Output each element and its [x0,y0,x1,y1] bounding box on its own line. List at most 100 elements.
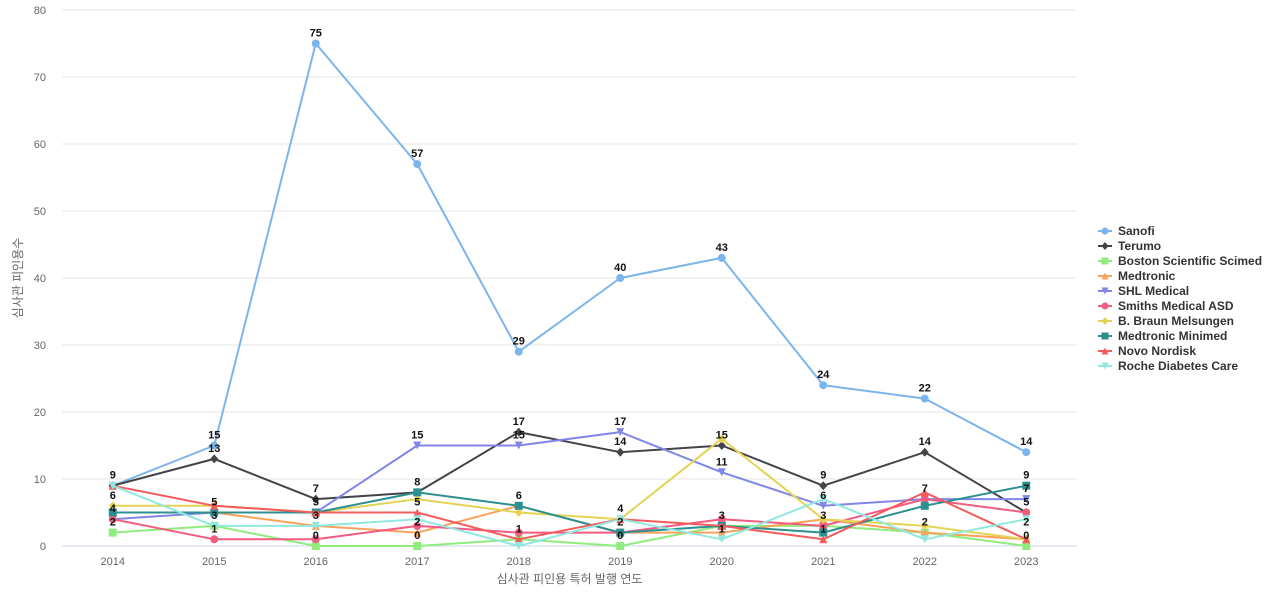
series-line-terumo [112,431,1027,514]
data-label-sanofi-2019: 40 [614,262,626,274]
data-label-b-braun-melsungen-2019: 4 [617,503,624,515]
legend-label-boston-scientific-scimed: Boston Scientific Scimed [1118,254,1262,268]
legend-item-sanofi: Sanofi [1098,224,1155,238]
data-label-shl-medical-2020: 11 [716,456,728,468]
x-tick-label-2023: 2023 [1014,556,1038,568]
data-label-shl-medical-2014: 4 [110,503,117,515]
series-roche-diabetes-care [108,481,1031,550]
legend-item-boston-scientific-scimed: Boston Scientific Scimed [1098,254,1262,268]
x-tick-label-2017: 2017 [405,556,429,568]
legend-item-smiths-medical-asd: Smiths Medical ASD [1098,299,1234,313]
y-tick-label-0: 0 [40,541,46,553]
data-point-novo-nordisk-2017 [413,508,422,517]
x-tick-label-2022: 2022 [913,556,937,568]
data-label-shl-medical-2021: 6 [820,490,826,502]
data-label-sanofi-2015: 15 [208,430,220,442]
data-label-b-braun-melsungen-2014: 6 [110,490,116,502]
data-point-smiths-medical-asd-2014 [108,515,117,524]
legend-item-shl-medical: SHL Medical [1098,284,1189,298]
data-label-terumo-2018: 17 [513,416,525,428]
data-point-b-braun-melsungen-2014 [108,501,117,511]
data-label-sanofi-2021: 24 [817,369,830,381]
data-point-sanofi-2018 [514,347,523,356]
data-label-terumo-2016: 7 [313,483,319,495]
data-point-medtronic-minimed-2022 [920,501,929,510]
series-line-shl-medical [112,431,1027,521]
data-label-sanofi-2014: 9 [110,470,116,482]
y-tick-label-20: 20 [34,407,46,419]
data-point-smiths-medical-asd-2020 [717,515,726,524]
series-terumo [108,427,1031,517]
data-label-medtronic-2016: 3 [313,510,319,522]
data-label-novo-nordisk-2023: 0 [1023,530,1029,542]
data-label-medtronic-minimed-2015: 3 [211,510,217,522]
data-point-b-braun-melsungen-2017 [413,494,422,504]
data-point-medtronic-minimed-2023 [1022,481,1031,490]
data-label-smiths-medical-asd-2021: 3 [820,510,826,522]
data-label-medtronic-minimed-2019: 2 [617,517,623,529]
data-point-roche-diabetes-care-2018 [514,542,523,550]
data-label-terumo-2022: 14 [919,436,932,448]
data-label-sanofi-2020: 43 [716,242,728,254]
data-point-roche-diabetes-care-2017 [413,515,422,524]
data-label-terumo-2019: 14 [614,436,627,448]
data-point-novo-nordisk-2021 [819,535,828,544]
data-point-shl-medical-2021 [819,501,828,510]
y-tick-label-60: 60 [34,139,46,151]
data-label-medtronic-minimed-2017: 8 [414,476,420,488]
y-tick-label-30: 30 [34,340,46,352]
legend-label-medtronic-minimed: Medtronic Minimed [1118,329,1227,343]
data-point-smiths-medical-asd-2022 [920,495,929,504]
data-point-roche-diabetes-care-2023 [1022,515,1031,524]
y-tick-label-50: 50 [34,206,46,218]
data-point-novo-nordisk-2018 [514,535,523,544]
data-label-shl-medical-2023: 7 [1023,483,1029,495]
legend-label-shl-medical: SHL Medical [1118,284,1189,298]
data-label-sanofi-2022: 22 [919,383,931,395]
legend-item-novo-nordisk: Novo Nordisk [1098,344,1196,358]
data-label-smiths-medical-asd-2020: 3 [719,510,725,522]
x-tick-label-2018: 2018 [507,556,531,568]
data-point-sanofi-2017 [413,160,422,169]
data-label-sanofi-2017: 57 [411,148,423,160]
y-tick-label-10: 10 [34,474,46,486]
data-label-medtronic-minimed-2023: 9 [1023,470,1029,482]
series-line-novo-nordisk [112,484,1027,541]
data-label-medtronic-minimed-2018: 6 [516,490,522,502]
y-tick-label-70: 70 [34,72,46,84]
legend-item-medtronic-minimed: Medtronic Minimed [1098,329,1227,343]
data-label-novo-nordisk-2018: 1 [516,523,522,535]
legend-marker-sanofi [1101,227,1109,235]
data-point-novo-nordisk-2015 [210,501,219,510]
data-point-b-braun-melsungen-2022 [920,521,929,531]
data-point-smiths-medical-asd-2021 [819,521,828,530]
data-point-boston-scientific-scimed-2023 [1022,542,1031,550]
data-label-smiths-medical-asd-2016: 0 [313,530,319,542]
legend-item-b-braun-melsungen: B. Braun Melsungen [1098,314,1234,328]
data-point-roche-diabetes-care-2022 [920,535,929,544]
legend-marker-boston-scientific-scimed [1101,257,1109,265]
data-point-terumo-2022 [920,447,929,457]
data-label-b-braun-melsungen-2023: 2 [1023,517,1029,529]
series-line-sanofi [112,42,1027,487]
series-sanofi [108,39,1031,490]
legend-label-novo-nordisk: Novo Nordisk [1118,344,1196,358]
data-label-smiths-medical-asd-2014: 2 [110,517,116,529]
data-label-b-braun-melsungen-2017: 5 [414,497,420,509]
legend-item-roche-diabetes-care: Roche Diabetes Care [1098,359,1238,373]
x-tick-label-2016: 2016 [304,556,328,568]
data-point-medtronic-minimed-2018 [514,501,523,510]
x-axis-title: 심사관 피인용 특허 발행 연도 [497,571,643,586]
data-point-shl-medical-2019 [616,428,625,437]
data-point-roche-diabetes-care-2015 [210,521,219,530]
data-point-medtronic-minimed-2021 [819,528,828,537]
data-point-terumo-2018 [514,427,523,437]
data-label-medtronic-minimed-2021: 1 [820,523,826,535]
data-label-shl-medical-2018: 15 [513,430,525,442]
legend-marker-medtronic-minimed [1101,332,1109,340]
legend-marker-b-braun-melsungen [1101,317,1109,325]
legend-label-medtronic: Medtronic [1118,269,1176,283]
legend-label-b-braun-melsungen: B. Braun Melsungen [1118,314,1234,328]
